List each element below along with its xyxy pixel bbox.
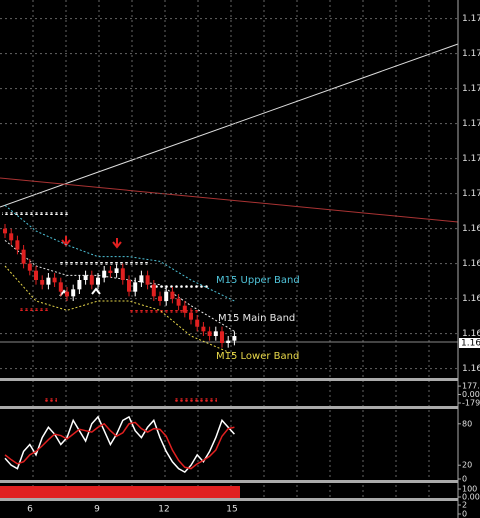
current-price-label: 1.16 [461, 339, 480, 349]
candle-body [176, 298, 181, 306]
separator [0, 378, 458, 381]
candle-body [21, 249, 26, 264]
strength-bars [0, 486, 240, 498]
y-tick-label: 0 [462, 475, 467, 484]
candle-body [102, 270, 107, 278]
y-tick-label: 1.17 [462, 14, 480, 24]
x-tick-label: 15 [226, 505, 237, 515]
candle-body [15, 240, 20, 250]
candle-body [65, 291, 69, 297]
cci-signal-dots [175, 398, 217, 402]
candle-body [3, 228, 7, 234]
band-line [4, 239, 235, 332]
candle-body [189, 312, 193, 320]
candle-body [127, 280, 131, 292]
candle-body [108, 270, 113, 273]
candle-body [83, 275, 88, 280]
band-line [4, 265, 235, 356]
y-tick-label: 1.17 [462, 154, 480, 164]
y-tick-label: 80 [462, 419, 472, 428]
cci-signal-dots [45, 398, 57, 402]
band-label: M15 Main Band [218, 313, 295, 324]
level-dots [150, 285, 210, 288]
candle-body [182, 305, 187, 313]
vertical-grid [32, 0, 430, 500]
candle-body [207, 331, 212, 336]
y-tick-label: 1.17 [462, 49, 480, 59]
trendline [0, 177, 459, 223]
y-tick-label: 1.16 [462, 259, 480, 269]
x-tick-label: 12 [158, 505, 169, 515]
trendline [0, 43, 459, 208]
candle-body [77, 280, 82, 290]
candle-body [158, 296, 162, 301]
y-tick-label: 177. [462, 382, 480, 391]
candle-body [170, 291, 175, 299]
candle-body [195, 319, 200, 327]
stochastic-line [4, 415, 235, 474]
pane-separators [0, 378, 458, 501]
candle-body [226, 340, 231, 343]
candle-body [213, 331, 218, 336]
y-tick-label: 1.16 [462, 224, 480, 234]
y-tick-label: 0 [462, 510, 467, 518]
candle-body [27, 263, 32, 271]
y-tick-label: 1.16 [462, 329, 480, 339]
y-tick-label: 0.00 [462, 390, 480, 399]
y-tick-label: 2 [462, 501, 467, 510]
signal-dots [130, 310, 200, 313]
candle-body [164, 291, 169, 301]
y-tick-label: -179 [462, 399, 480, 408]
candle-body [89, 275, 94, 285]
y-tick-label: 1.17 [462, 119, 480, 129]
y-tick-label: 1.17 [462, 189, 480, 199]
candle-body [71, 289, 76, 297]
stochastic-line [4, 421, 235, 470]
y-tick-label: 1.17 [462, 84, 480, 94]
candle-body [145, 275, 150, 285]
band-label: M15 Lower Band [216, 351, 299, 362]
y-tick-label: 1.16 [462, 294, 480, 304]
candle-body [46, 277, 51, 285]
price-pane [0, 18, 458, 370]
y-tick-label: 100 [462, 485, 477, 494]
candle-body [40, 280, 45, 285]
y-tick-label: 20 [462, 461, 472, 470]
candle-body [96, 277, 100, 285]
candle-body [201, 326, 206, 332]
candle-body [34, 270, 38, 280]
candle-body [139, 275, 144, 283]
y-tick-label: 0.00 [462, 493, 480, 502]
separator [0, 480, 458, 483]
candle-body [9, 233, 14, 241]
candle-body [133, 282, 138, 292]
band-line [4, 204, 235, 302]
signal-dots [20, 308, 50, 311]
y-tick-label: 1.16 [462, 364, 480, 374]
separator [0, 406, 458, 409]
candle-body [120, 268, 125, 280]
x-tick-label: 6 [27, 505, 33, 515]
band-label: M15 Upper Band [216, 275, 300, 286]
candle-body [220, 331, 224, 343]
current-price-box [459, 338, 480, 348]
candle-body [114, 268, 119, 273]
separator [0, 498, 458, 501]
level-dots [2, 212, 70, 215]
x-tick-label: 9 [94, 505, 100, 515]
candle-body [58, 282, 63, 292]
candle-body [151, 284, 156, 297]
candle-body [232, 336, 237, 341]
candle-body [52, 277, 57, 283]
